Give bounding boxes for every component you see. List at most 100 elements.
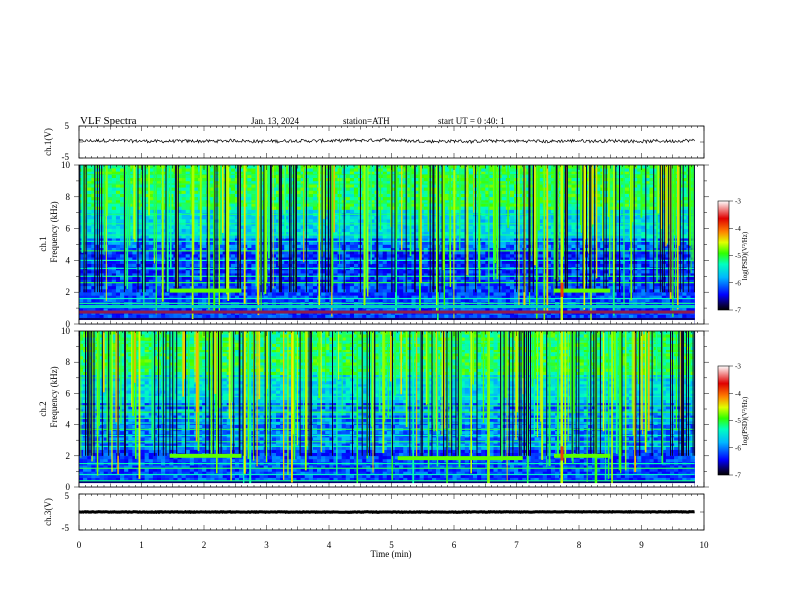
psd-cell bbox=[218, 279, 223, 283]
psd-cell bbox=[378, 263, 383, 268]
psd-cell bbox=[128, 234, 133, 239]
psd-cell bbox=[79, 228, 84, 233]
psd-cell bbox=[304, 314, 310, 318]
psd-cell bbox=[124, 247, 129, 252]
psd-cell bbox=[156, 285, 162, 290]
psd-cell bbox=[140, 308, 145, 312]
psd-cell bbox=[382, 314, 388, 318]
psd-cell bbox=[193, 209, 199, 213]
psd-cell bbox=[79, 225, 84, 229]
psd-cell bbox=[148, 193, 154, 198]
psd-cell bbox=[87, 254, 92, 258]
psd-cell bbox=[349, 244, 355, 248]
psd-cell bbox=[181, 203, 186, 207]
psd-cell bbox=[296, 209, 301, 213]
psd-cell bbox=[222, 317, 228, 322]
psd-cell bbox=[230, 190, 236, 194]
psd-cell bbox=[83, 231, 88, 236]
psd-cell bbox=[247, 196, 252, 201]
psd-cell bbox=[415, 314, 420, 318]
psd-cell bbox=[181, 234, 186, 239]
psd-cell bbox=[374, 292, 379, 296]
psd-cell bbox=[136, 250, 141, 255]
psd-cell bbox=[132, 244, 137, 248]
psd-cell bbox=[136, 231, 141, 236]
psd-cell bbox=[144, 298, 150, 303]
psd-cell bbox=[218, 247, 223, 252]
psd-cell bbox=[185, 276, 191, 280]
psd-cell bbox=[124, 276, 129, 280]
psd-cell bbox=[124, 314, 129, 318]
psd-cell bbox=[115, 177, 121, 182]
psd-cell bbox=[87, 285, 92, 290]
psd-cell bbox=[148, 199, 154, 204]
psd-cell bbox=[181, 225, 186, 229]
psd-cell bbox=[349, 219, 355, 223]
psd-cell bbox=[337, 285, 342, 290]
psd-cell bbox=[124, 254, 129, 258]
psd-cell bbox=[210, 231, 215, 236]
psd-cell bbox=[193, 314, 199, 318]
psd-cell bbox=[156, 269, 162, 274]
psd-cell bbox=[251, 228, 256, 233]
ch1-voltage-ticks bbox=[78, 125, 705, 159]
psd-cell bbox=[218, 250, 223, 255]
psd-cell bbox=[193, 219, 199, 223]
psd-cell bbox=[296, 187, 301, 191]
psd-cell bbox=[185, 190, 191, 194]
psd-cell bbox=[156, 215, 162, 220]
psd-cell bbox=[218, 298, 223, 303]
psd-cell bbox=[152, 260, 158, 264]
psd-cell bbox=[181, 276, 186, 280]
psd-cell bbox=[382, 225, 388, 229]
psd-cell bbox=[91, 285, 96, 290]
psd-cell bbox=[111, 269, 117, 274]
psd-cell bbox=[271, 190, 277, 194]
psd-cell bbox=[202, 285, 207, 290]
psd-cell bbox=[251, 225, 256, 229]
psd-cell bbox=[136, 308, 141, 312]
psd-cell bbox=[148, 276, 154, 280]
psd-cell bbox=[107, 196, 113, 201]
psd-cell bbox=[300, 254, 306, 258]
psd-cell bbox=[386, 269, 392, 274]
psd-cell bbox=[132, 276, 137, 280]
psd-cell bbox=[210, 168, 215, 172]
psd-cell bbox=[296, 193, 301, 198]
psd-cell bbox=[308, 289, 314, 293]
psd-cell bbox=[230, 254, 236, 258]
psd-cell bbox=[115, 244, 121, 248]
psd-cell bbox=[382, 263, 388, 268]
psd-cell bbox=[230, 282, 236, 287]
psd-cell bbox=[148, 190, 154, 194]
psd-cell bbox=[148, 254, 154, 258]
psd-cell bbox=[107, 171, 113, 175]
psd-cell bbox=[115, 279, 121, 283]
psd-cell bbox=[386, 244, 392, 248]
psd-cell bbox=[181, 292, 186, 296]
psd-cell bbox=[210, 219, 215, 223]
psd-cell bbox=[107, 317, 113, 322]
psd-cell bbox=[165, 295, 170, 299]
psd-cell bbox=[87, 279, 92, 283]
psd-cell bbox=[185, 285, 191, 290]
psd-cell bbox=[271, 209, 277, 213]
psd-cell bbox=[210, 225, 215, 229]
psd-cell bbox=[198, 279, 203, 283]
psd-cell bbox=[271, 285, 277, 290]
psd-cell bbox=[308, 165, 314, 169]
psd-cell bbox=[99, 314, 104, 318]
psd-cell bbox=[353, 228, 359, 233]
psd-cell bbox=[144, 247, 150, 252]
psd-cell bbox=[193, 273, 199, 277]
psd-cell bbox=[177, 177, 182, 182]
psd-cell bbox=[148, 177, 154, 182]
psd-cell bbox=[136, 165, 141, 169]
psd-cell bbox=[148, 225, 154, 229]
psd-cell bbox=[382, 190, 388, 194]
psd-cell bbox=[321, 292, 326, 296]
psd-cell bbox=[230, 263, 236, 268]
psd-cell bbox=[386, 285, 392, 290]
psd-cell bbox=[308, 187, 314, 191]
psd-cell bbox=[304, 254, 310, 258]
